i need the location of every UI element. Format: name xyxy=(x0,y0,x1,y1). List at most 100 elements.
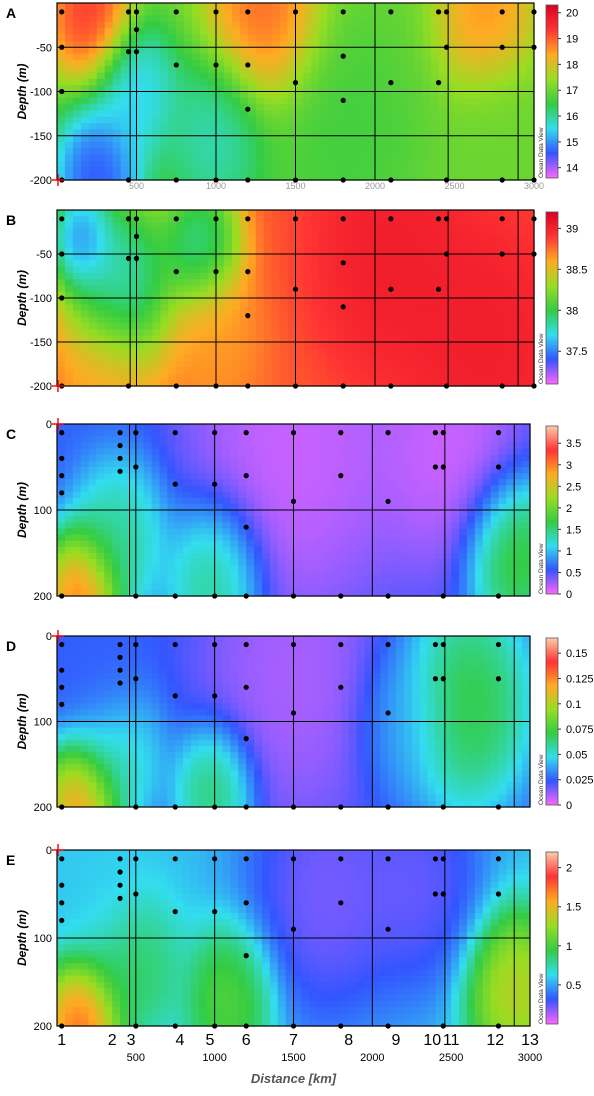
station-dot xyxy=(245,383,250,388)
field-cell xyxy=(399,317,408,324)
field-cell xyxy=(327,60,336,67)
field-cell xyxy=(286,528,294,535)
field-cell xyxy=(280,317,289,324)
field-cell xyxy=(343,73,352,80)
field-cell xyxy=(232,285,241,292)
field-cell xyxy=(359,273,368,280)
field-cell xyxy=(407,367,416,374)
field-cell xyxy=(286,461,294,468)
field-cell xyxy=(256,9,265,16)
field-cell xyxy=(65,110,74,117)
field-cell xyxy=(349,541,357,548)
field-cell xyxy=(351,104,360,111)
field-cell xyxy=(303,241,312,248)
field-cell xyxy=(399,298,408,305)
field-cell xyxy=(359,28,368,35)
field-cell xyxy=(311,254,320,261)
field-cell xyxy=(391,323,400,330)
field-cell xyxy=(270,528,278,535)
field-cell xyxy=(333,553,341,560)
field-cell xyxy=(333,522,341,529)
field-cell xyxy=(396,565,404,572)
field-cell xyxy=(367,28,376,35)
field-cell xyxy=(502,235,511,242)
field-cell xyxy=(367,348,376,355)
field-cell xyxy=(518,35,527,42)
field-cell xyxy=(248,317,257,324)
field-cell xyxy=(391,92,400,99)
field-cell xyxy=(486,223,495,230)
field-cell xyxy=(248,229,257,236)
field-cell xyxy=(112,449,120,456)
field-cell xyxy=(89,267,98,274)
field-cell xyxy=(388,516,396,523)
field-cell xyxy=(230,442,238,449)
field-cell xyxy=(502,60,511,67)
field-cell xyxy=(311,260,320,267)
field-cell xyxy=(415,235,424,242)
field-cell xyxy=(208,279,217,286)
field-cell xyxy=(272,267,281,274)
field-cell xyxy=(399,79,408,86)
field-cell xyxy=(478,161,487,168)
field-cell xyxy=(459,449,467,456)
field-cell xyxy=(380,535,388,542)
field-cell xyxy=(167,578,175,585)
field-cell xyxy=(192,304,201,311)
field-cell xyxy=(428,522,436,529)
field-cell xyxy=(317,516,325,523)
field-cell xyxy=(97,210,106,217)
field-cell xyxy=(319,285,328,292)
field-cell xyxy=(335,22,344,29)
field-cell xyxy=(439,167,448,174)
field-cell xyxy=(319,267,328,274)
field-cell xyxy=(423,98,432,105)
field-cell xyxy=(144,161,153,168)
field-cell xyxy=(175,467,183,474)
field-cell xyxy=(364,479,372,486)
field-cell xyxy=(343,355,352,362)
field-cell xyxy=(428,516,436,523)
field-cell xyxy=(105,267,114,274)
field-cell xyxy=(200,311,209,318)
field-cell xyxy=(121,142,130,149)
field-cell xyxy=(423,161,432,168)
station-dot xyxy=(59,216,64,221)
field-cell xyxy=(380,455,388,462)
field-cell xyxy=(286,436,294,443)
field-cell xyxy=(288,210,297,217)
field-cell xyxy=(224,304,233,311)
field-cell xyxy=(494,167,503,174)
field-cell xyxy=(280,241,289,248)
field-cell xyxy=(423,136,432,143)
field-cell xyxy=(113,148,122,155)
field-cell xyxy=(256,66,265,73)
field-cell xyxy=(317,535,325,542)
field-cell xyxy=(65,79,74,86)
field-cell xyxy=(152,442,160,449)
field-cell xyxy=(192,142,201,149)
field-cell xyxy=(200,155,209,162)
field-cell xyxy=(296,260,305,267)
field-cell xyxy=(423,323,432,330)
field-cell xyxy=(192,28,201,35)
field-cell xyxy=(296,47,305,54)
field-cell xyxy=(359,155,368,162)
field-cell xyxy=(256,323,265,330)
field-cell xyxy=(510,3,519,10)
field-cell xyxy=(327,54,336,61)
field-cell xyxy=(435,449,443,456)
field-cell xyxy=(311,136,320,143)
field-cell xyxy=(431,92,440,99)
field-cell xyxy=(301,535,309,542)
field-cell xyxy=(176,142,185,149)
field-cell xyxy=(399,361,408,368)
field-cell xyxy=(351,342,360,349)
field-cell xyxy=(248,79,257,86)
field-cell xyxy=(335,47,344,54)
field-cell xyxy=(121,342,130,349)
field-cell xyxy=(380,442,388,449)
field-cell xyxy=(159,455,167,462)
field-cell xyxy=(478,79,487,86)
field-cell xyxy=(526,367,535,374)
